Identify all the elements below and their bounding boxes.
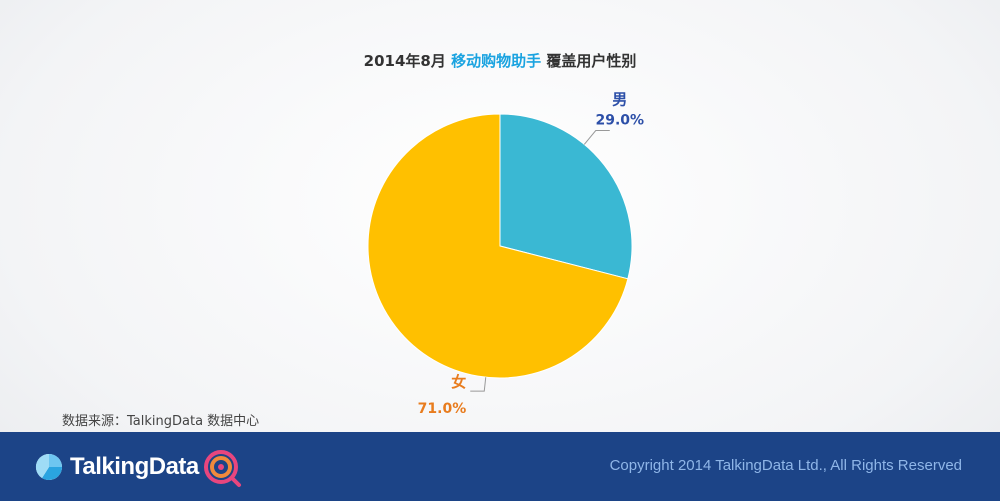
title-date: 2014年8月 [363,52,446,70]
copyright-text: Copyright 2014 TalkingData Ltd., All Rig… [609,457,962,474]
chart-title: 2014年8月 移动购物助手 覆盖用户性别 [0,50,1000,71]
footer-bar: TalkingData Copyright 2014 TalkingData L… [0,432,1000,501]
leader-line-female [470,377,487,392]
pie-slice-male [499,113,633,280]
title-suffix: 覆盖用户性别 [546,52,637,70]
slice-label-female: 女 [451,373,466,391]
pie-chart: 男 29.0% 女 71.0% [367,91,644,417]
pie-logo-icon [35,453,63,481]
title-app-name: 移动购物助手 [451,52,542,70]
swirl-logo-icon [204,450,241,487]
logo-text: TalkingData [70,453,199,480]
slice-label-male: 男 [612,91,627,109]
slice-value-male: 29.0% [595,113,644,129]
talkingdata-logo: TalkingData [34,452,199,482]
slice-value-female: 71.0% [418,401,467,417]
pie-slice-female [367,113,629,379]
leader-line-male [583,130,610,145]
data-source: 数据来源：TalkingData 数据中心 [62,414,260,429]
